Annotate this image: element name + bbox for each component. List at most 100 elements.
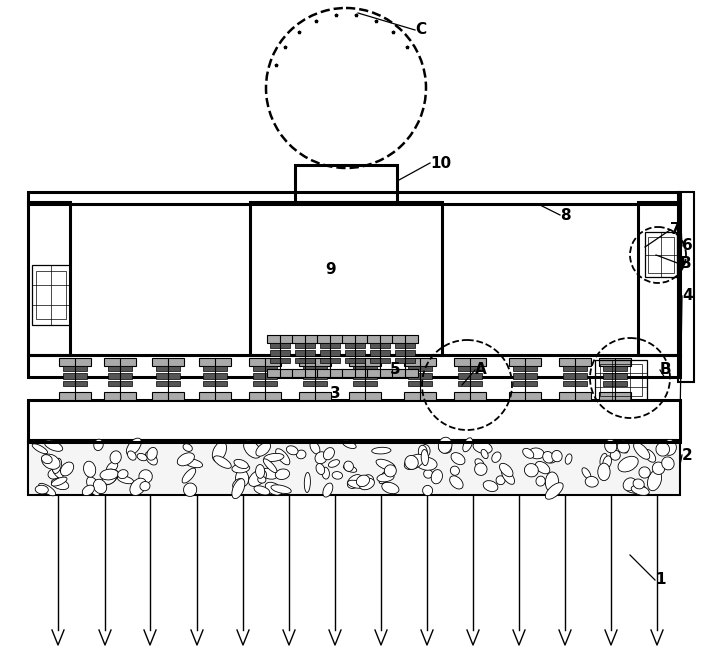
Ellipse shape bbox=[234, 460, 248, 468]
Ellipse shape bbox=[261, 468, 278, 479]
Ellipse shape bbox=[376, 459, 395, 470]
Ellipse shape bbox=[332, 472, 342, 479]
Ellipse shape bbox=[42, 455, 52, 464]
Bar bbox=[249, 393, 281, 400]
Bar bbox=[370, 358, 390, 364]
Ellipse shape bbox=[264, 454, 284, 462]
Bar bbox=[250, 202, 442, 355]
Ellipse shape bbox=[535, 462, 550, 474]
Bar bbox=[296, 358, 315, 364]
Ellipse shape bbox=[233, 478, 244, 488]
Bar bbox=[559, 393, 591, 400]
Ellipse shape bbox=[52, 458, 62, 474]
Ellipse shape bbox=[529, 448, 544, 459]
Ellipse shape bbox=[653, 462, 665, 474]
Ellipse shape bbox=[182, 468, 196, 483]
Bar bbox=[28, 440, 680, 495]
Ellipse shape bbox=[146, 452, 158, 465]
Ellipse shape bbox=[82, 485, 94, 496]
Bar bbox=[563, 373, 587, 378]
Bar bbox=[320, 350, 340, 356]
Bar bbox=[296, 343, 315, 348]
Bar bbox=[559, 358, 591, 366]
Bar bbox=[270, 343, 290, 348]
Bar bbox=[203, 381, 227, 386]
Bar bbox=[199, 358, 231, 366]
Ellipse shape bbox=[356, 475, 370, 486]
Bar bbox=[59, 358, 91, 366]
Bar bbox=[408, 381, 432, 386]
Ellipse shape bbox=[623, 478, 636, 491]
Ellipse shape bbox=[103, 469, 117, 484]
Ellipse shape bbox=[52, 477, 67, 486]
Ellipse shape bbox=[232, 464, 250, 473]
Ellipse shape bbox=[127, 451, 136, 460]
Ellipse shape bbox=[451, 453, 465, 465]
Ellipse shape bbox=[496, 476, 505, 484]
Ellipse shape bbox=[438, 443, 451, 454]
Ellipse shape bbox=[385, 465, 397, 477]
Ellipse shape bbox=[525, 464, 538, 477]
Text: B: B bbox=[680, 256, 691, 272]
Ellipse shape bbox=[39, 483, 56, 496]
Ellipse shape bbox=[322, 467, 329, 479]
Ellipse shape bbox=[93, 479, 107, 494]
Bar bbox=[152, 393, 184, 400]
Ellipse shape bbox=[329, 460, 339, 467]
Ellipse shape bbox=[100, 469, 118, 480]
Ellipse shape bbox=[620, 444, 628, 453]
Bar bbox=[303, 373, 327, 378]
Bar bbox=[513, 381, 537, 386]
Ellipse shape bbox=[310, 442, 320, 454]
Ellipse shape bbox=[463, 437, 472, 452]
Bar bbox=[303, 381, 327, 386]
Ellipse shape bbox=[474, 463, 487, 475]
Bar bbox=[63, 373, 87, 378]
Bar bbox=[59, 393, 91, 400]
Ellipse shape bbox=[323, 448, 334, 460]
Ellipse shape bbox=[347, 474, 363, 488]
Bar bbox=[28, 355, 680, 377]
Text: 4: 4 bbox=[682, 289, 693, 303]
Ellipse shape bbox=[431, 470, 443, 484]
Ellipse shape bbox=[626, 484, 646, 493]
Text: 3: 3 bbox=[330, 386, 341, 401]
Ellipse shape bbox=[271, 485, 291, 493]
Ellipse shape bbox=[42, 454, 60, 469]
Bar bbox=[203, 366, 227, 371]
Ellipse shape bbox=[598, 463, 610, 480]
Bar bbox=[299, 358, 331, 366]
Ellipse shape bbox=[363, 474, 374, 486]
Ellipse shape bbox=[405, 456, 419, 470]
Ellipse shape bbox=[212, 442, 226, 462]
Ellipse shape bbox=[450, 476, 463, 489]
Ellipse shape bbox=[522, 448, 534, 458]
Bar bbox=[349, 393, 381, 400]
Text: 10: 10 bbox=[430, 156, 451, 170]
Text: 8: 8 bbox=[560, 207, 571, 223]
Bar bbox=[370, 350, 390, 356]
Ellipse shape bbox=[585, 476, 598, 487]
Ellipse shape bbox=[344, 465, 357, 472]
Ellipse shape bbox=[140, 482, 150, 491]
Bar bbox=[63, 366, 87, 371]
Bar bbox=[63, 381, 87, 386]
Ellipse shape bbox=[265, 482, 282, 495]
Bar bbox=[320, 358, 340, 364]
Ellipse shape bbox=[107, 462, 118, 473]
Ellipse shape bbox=[475, 459, 484, 468]
Ellipse shape bbox=[83, 461, 95, 477]
Bar bbox=[367, 370, 393, 377]
Bar bbox=[317, 370, 343, 377]
Ellipse shape bbox=[662, 440, 677, 456]
Ellipse shape bbox=[315, 452, 327, 464]
Bar bbox=[599, 393, 631, 400]
Bar bbox=[353, 373, 377, 378]
Ellipse shape bbox=[183, 444, 192, 452]
Ellipse shape bbox=[423, 486, 433, 496]
Ellipse shape bbox=[379, 470, 391, 484]
Ellipse shape bbox=[275, 469, 290, 480]
Ellipse shape bbox=[45, 440, 63, 452]
Bar bbox=[454, 358, 486, 366]
Bar bbox=[295, 165, 397, 202]
